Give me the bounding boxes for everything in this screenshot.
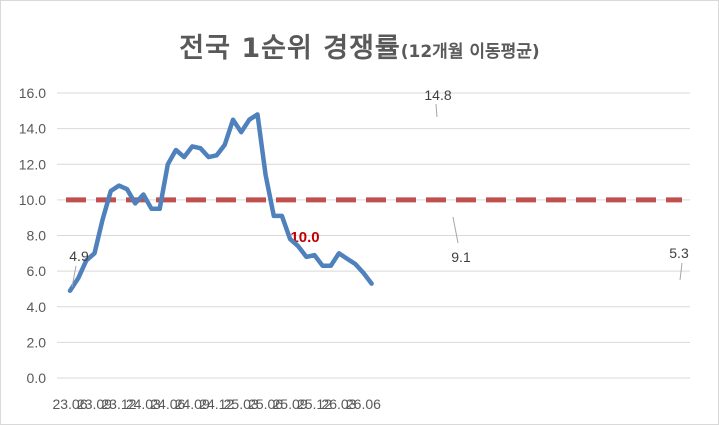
y-tick-label: 10.0: [19, 192, 46, 208]
data-label: 4.9: [69, 248, 89, 264]
y-tick-label: 16.0: [19, 85, 46, 101]
y-tick-label: 2.0: [27, 334, 47, 350]
x-tick-label: 25.12: [297, 396, 332, 412]
y-tick-label: 12.0: [19, 156, 46, 172]
x-tick-label: 23.09: [77, 396, 112, 412]
y-axis-ticks: 0.0 2.0 4.0 6.0 8.0 10.0 12.0 14.0 16.0: [19, 85, 46, 386]
chart-subtitle: (12개월 이동평균): [400, 42, 540, 62]
reference-line-group: 10.0: [66, 197, 682, 246]
y-tick-label: 8.0: [27, 228, 47, 244]
x-tick-label: 25.06: [248, 396, 283, 412]
data-label-leader: [452, 216, 459, 244]
x-tick-label: 24.09: [175, 396, 210, 412]
y-tick-label: 0.0: [27, 370, 47, 386]
y-tick-label: 14.0: [19, 121, 46, 137]
x-tick-label: 24.12: [199, 396, 234, 412]
x-tick-label: 24.06: [150, 396, 185, 412]
gridlines: [57, 92, 690, 379]
y-tick-label: 6.0: [27, 263, 47, 279]
data-label: 5.3: [669, 245, 689, 261]
x-tick-label: 26.03: [321, 396, 356, 412]
y-tick-label: 4.0: [27, 299, 47, 315]
series-line: [67, 112, 374, 293]
data-label: 14.8: [424, 87, 451, 103]
data-labels-group: 4.9 14.8 9.1 5.3: [69, 87, 689, 288]
x-tick-label: 24.03: [126, 396, 161, 412]
x-tick-label: 25.03: [224, 396, 259, 412]
data-label-leader: [71, 265, 77, 288]
chart-title-block: 전국 1순위 경쟁률(12개월 이동평균): [0, 26, 719, 65]
x-axis-ticks: 23.0623.0923.1224.0324.0624.0924.1225.03…: [52, 396, 381, 412]
data-label-leader: [679, 262, 683, 281]
reference-line-label: 10.0: [290, 229, 319, 246]
x-tick-label: 26.06: [346, 396, 381, 412]
data-label-leader: [435, 103, 438, 118]
data-label: 9.1: [451, 249, 471, 265]
series-group: [67, 112, 374, 293]
chart-title: 전국 1순위 경쟁률: [179, 33, 401, 64]
x-tick-label: 23.12: [101, 396, 136, 412]
x-tick-label: 23.06: [52, 396, 87, 412]
x-tick-label: 25.09: [273, 396, 308, 412]
